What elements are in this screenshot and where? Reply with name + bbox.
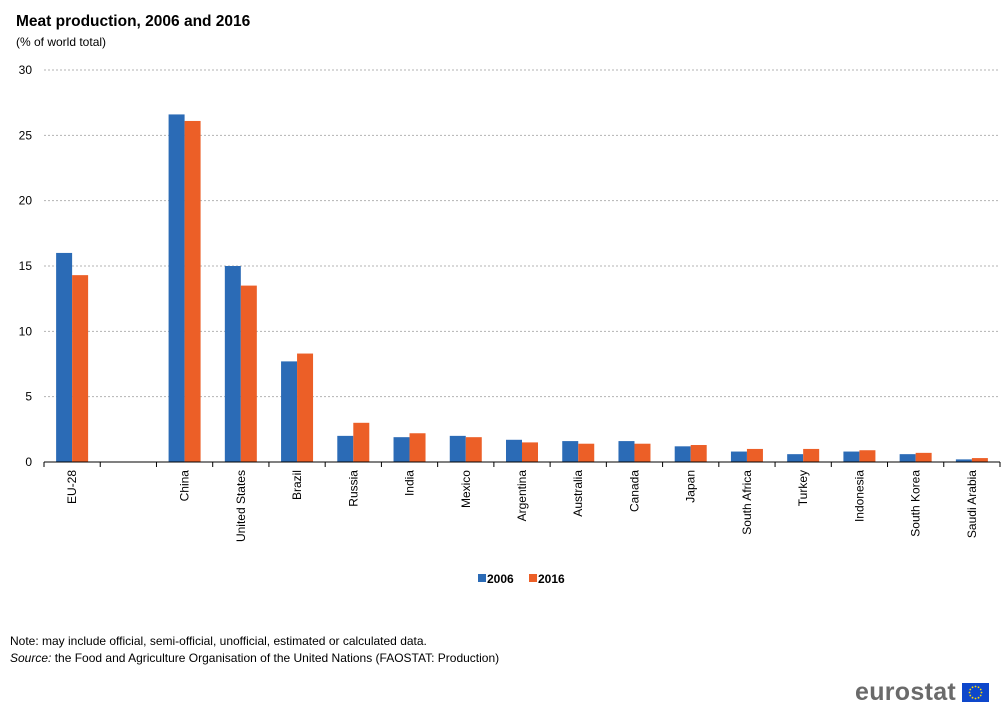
bar-2006 [899, 454, 916, 462]
bar-2016 [690, 445, 707, 462]
x-tick-label: Brazil [290, 470, 304, 500]
y-tick-label: 15 [19, 259, 33, 273]
eu-flag-icon [962, 683, 990, 702]
bar-2006 [393, 437, 410, 462]
bar-2006 [787, 454, 804, 462]
y-tick-label: 25 [19, 128, 33, 142]
bar-2016 [353, 422, 370, 462]
bar-2006 [562, 441, 579, 462]
bar-2006 [337, 435, 354, 462]
bar-2016 [297, 353, 314, 462]
x-tick-label: Argentina [515, 470, 529, 522]
legend-swatch-2006 [478, 574, 486, 582]
source-line: Source: the Food and Agriculture Organis… [10, 651, 499, 665]
bar-2006 [843, 451, 860, 462]
y-tick-label: 20 [19, 194, 33, 208]
bar-2006 [281, 361, 298, 462]
x-tick-label: EU-28 [65, 470, 79, 504]
bar-2006 [674, 446, 691, 462]
bar-2006 [506, 439, 522, 462]
bar-chart: 0 5 10 15 20 25 30 EU-28 China United States Brazi… [19, 63, 1001, 586]
bar-2016 [522, 442, 538, 462]
bar-2006 [955, 459, 972, 462]
bar-2006 [618, 441, 635, 462]
source-label: Source: [10, 651, 52, 665]
bar-2006 [449, 435, 466, 462]
chart-title: Meat production, 2006 and 2016 [16, 13, 251, 30]
source-text: the Food and Agriculture Organisation of… [51, 651, 500, 665]
x-tick-label: Japan [684, 470, 698, 503]
bar-2006 [730, 451, 747, 462]
x-tick-label: United States [234, 470, 248, 542]
y-tick-label: 30 [19, 63, 33, 77]
legend-swatch-2016 [529, 574, 537, 582]
x-tick-label: South Africa [740, 470, 754, 535]
x-tick-label: South Korea [909, 470, 923, 537]
bar-2006 [224, 266, 241, 462]
bar-2016 [72, 275, 89, 462]
bar-2016 [803, 448, 820, 462]
x-tick-label: Indonesia [852, 470, 866, 522]
bar-2016 [184, 120, 201, 463]
x-tick-label: China [178, 470, 192, 502]
x-tick-label: India [403, 470, 417, 496]
bar-2006 [168, 114, 185, 462]
x-tick-label: Australia [571, 470, 585, 517]
eurostat-logo: eurostat [855, 678, 990, 707]
bar-2016 [859, 450, 876, 462]
x-tick-label: Turkey [796, 470, 810, 506]
bar-2016 [409, 433, 426, 462]
y-tick-label: 0 [25, 455, 32, 469]
y-tick-label: 5 [25, 390, 32, 404]
bar-2016 [240, 285, 257, 462]
x-tick-label: Mexico [459, 470, 473, 508]
bar-2016 [465, 437, 482, 462]
bar-2006 [56, 252, 73, 462]
bar-2016 [578, 443, 595, 462]
bar-2016 [915, 452, 932, 462]
x-tick-label: Russia [346, 470, 360, 507]
logo-text: eurostat [855, 678, 957, 706]
bar-2016 [746, 448, 763, 462]
bar-2016 [971, 458, 988, 462]
x-tick-label: Saudi Arabia [965, 470, 979, 538]
y-tick-label: 10 [19, 324, 33, 338]
legend-label-2016: 2016 [538, 572, 565, 586]
legend-label-2006: 2006 [487, 572, 514, 586]
footnote: Note: may include official, semi-officia… [10, 634, 427, 648]
x-tick-label: Canada [627, 470, 641, 512]
chart-subtitle: (% of world total) [16, 35, 107, 49]
bar-2016 [634, 443, 651, 462]
